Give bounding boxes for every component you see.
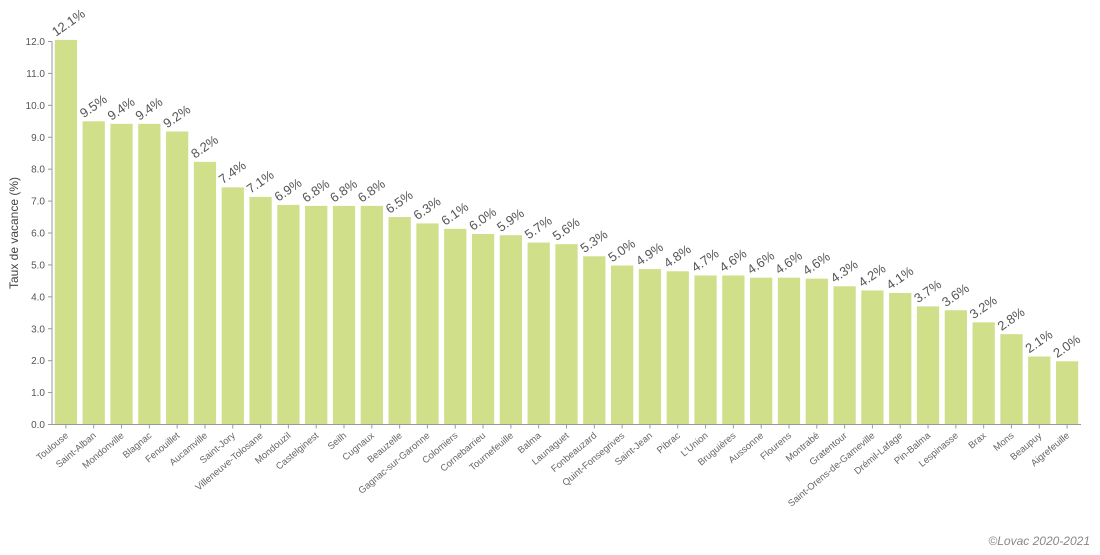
bar-value-label: 3.2% (967, 292, 1000, 322)
y-tick-label: 10.0 (26, 101, 46, 112)
bar-value-label: 4.8% (661, 241, 694, 271)
y-tick-label: 9.0 (31, 133, 45, 144)
bar (499, 235, 523, 425)
x-tick-label: Pibrac (655, 430, 683, 456)
x-tick-label: Seilh (326, 430, 349, 452)
bar (138, 123, 161, 425)
y-tick-label: 1.0 (31, 388, 45, 399)
bar (110, 123, 133, 425)
bar (416, 223, 439, 425)
bar (750, 277, 773, 425)
bar (861, 290, 884, 425)
bar (889, 293, 912, 425)
bars (54, 39, 1079, 425)
y-tick-label: 3.0 (31, 324, 45, 335)
bar (166, 131, 189, 425)
bar-value-label: 8.2% (188, 132, 221, 162)
bar-value-label: 6.3% (411, 193, 444, 223)
bar (471, 233, 495, 425)
bar (388, 217, 411, 425)
bar (54, 39, 78, 425)
bar-value-label: 2.1% (1022, 326, 1055, 356)
x-tick-label: Brax (967, 430, 989, 451)
y-tick-label: 8.0 (31, 165, 45, 176)
y-tick-label: 0.0 (31, 420, 45, 431)
x-axis: ToulouseSaint-AlbanMondonvilleBlagnacFen… (35, 424, 1081, 509)
y-axis: 0.0 1.0 2.0 3.0 4.0 5.0 6.0 7.0 8.0 9.0 10.0 11.0 12… (26, 37, 53, 431)
bar-value-label: 6.1% (438, 199, 471, 229)
y-tick-label: 4.0 (31, 292, 45, 303)
bar-value-label: 2.0% (1050, 331, 1083, 361)
bar-value-label: 4.3% (828, 256, 861, 286)
bar-value-label: 6.0% (466, 204, 499, 234)
bar (916, 306, 940, 425)
bar-value-label: 6.8% (327, 176, 360, 206)
bar (638, 269, 662, 425)
y-axis-title: Taux de vacance (%) (7, 177, 21, 289)
bar-value-label: 3.7% (911, 276, 944, 306)
y-tick-label: 6.0 (31, 229, 45, 240)
bar (444, 228, 467, 425)
bar-value-label: 9.2% (160, 101, 193, 131)
bar (972, 322, 995, 425)
y-tick-label: 2.0 (31, 356, 45, 367)
bar-value-label: 4.6% (744, 248, 777, 278)
bar (833, 286, 856, 425)
bar (193, 161, 217, 425)
credit-text: ©Lovac 2020-2021 (988, 534, 1090, 548)
bar-value-label: 9.4% (105, 94, 138, 124)
bar (527, 242, 550, 425)
y-tick-label: 7.0 (31, 197, 45, 208)
bar-value-label: 6.8% (355, 176, 388, 206)
bar (249, 196, 272, 425)
y-tick-label: 11.0 (26, 69, 45, 80)
bar (666, 271, 689, 425)
bar-value-label: 4.9% (633, 239, 666, 269)
bar-value-label: 5.7% (522, 212, 555, 242)
bar (722, 275, 745, 425)
bar (777, 277, 801, 425)
bar (305, 205, 328, 425)
bar-value-label: 4.7% (689, 245, 722, 275)
bar-value-label: 4.6% (772, 248, 805, 278)
bar-value-label: 4.6% (716, 245, 749, 275)
bar (277, 204, 300, 425)
bar-value-label: 2.8% (995, 304, 1028, 334)
bar (332, 205, 356, 425)
bar (944, 310, 967, 425)
y-tick-label: 12.0 (26, 37, 46, 48)
y-tick-label: 5.0 (31, 260, 45, 271)
bar (221, 187, 244, 425)
bar-value-label: 9.5% (77, 91, 110, 121)
bar (555, 244, 578, 425)
bar-value-label: 5.6% (550, 214, 583, 244)
bar-value-label: 12.1% (49, 6, 88, 40)
bar (610, 265, 634, 425)
bar (1055, 361, 1079, 425)
bar-value-label: 6.8% (299, 176, 332, 206)
bar-value-label: 3.6% (939, 280, 972, 310)
bar (583, 256, 606, 425)
bar-value-label: 7.4% (216, 157, 249, 187)
bar-value-label: 4.1% (883, 263, 916, 293)
bar (694, 275, 717, 425)
bar-value-label: 4.2% (856, 260, 889, 290)
bar (82, 121, 105, 425)
bar-value-label: 5.0% (605, 235, 638, 265)
bar (805, 278, 828, 425)
bar (360, 205, 383, 425)
bar (1000, 334, 1023, 425)
bar (1028, 356, 1051, 425)
